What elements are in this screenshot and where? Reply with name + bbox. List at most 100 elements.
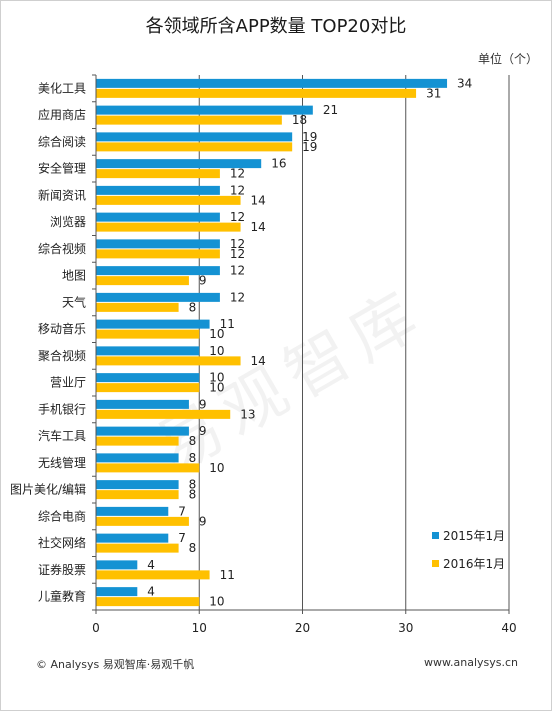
data-label: 12 bbox=[230, 247, 245, 261]
data-label: 11 bbox=[220, 568, 235, 582]
category-label: 证券股票 bbox=[38, 562, 86, 577]
data-label: 4 bbox=[147, 585, 155, 599]
category-label: 美化工具 bbox=[38, 81, 86, 95]
data-label: 12 bbox=[230, 237, 245, 251]
data-label: 19 bbox=[302, 130, 317, 144]
data-label: 14 bbox=[251, 193, 266, 207]
bar bbox=[96, 115, 282, 125]
data-label: 10 bbox=[209, 595, 224, 609]
data-label: 10 bbox=[209, 461, 224, 475]
category-label: 营业厅 bbox=[50, 376, 86, 390]
chart-title: 各领域所含APP数量 TOP20对比 bbox=[145, 16, 407, 37]
bar bbox=[96, 105, 313, 115]
category-label: 无线管理 bbox=[38, 455, 86, 470]
x-tick-label: 40 bbox=[501, 621, 516, 635]
bar bbox=[96, 276, 189, 286]
bar bbox=[96, 506, 169, 516]
bar bbox=[96, 409, 231, 419]
bar bbox=[96, 346, 200, 356]
bar bbox=[96, 356, 241, 366]
legend-swatch bbox=[432, 532, 439, 539]
x-tick-label: 20 bbox=[295, 621, 310, 635]
data-label: 13 bbox=[240, 407, 255, 421]
data-label: 8 bbox=[189, 488, 197, 502]
bar bbox=[96, 453, 179, 463]
category-label: 手机银行 bbox=[38, 402, 86, 416]
category-label: 图片美化/编辑 bbox=[10, 482, 86, 497]
bar bbox=[96, 543, 179, 553]
data-label: 34 bbox=[457, 76, 472, 90]
x-tick-label: 10 bbox=[192, 621, 207, 635]
axis-layer: 0 10 20 30 40 bbox=[92, 74, 517, 635]
bar bbox=[96, 292, 220, 302]
category-label: 汽车工具 bbox=[38, 428, 86, 443]
data-label: 14 bbox=[251, 220, 266, 234]
bar bbox=[96, 490, 179, 500]
category-label: 浏览器 bbox=[50, 214, 86, 229]
bar bbox=[96, 329, 200, 339]
category-label: 综合视频 bbox=[38, 241, 86, 256]
data-label: 8 bbox=[189, 300, 197, 314]
bar bbox=[96, 132, 293, 142]
data-label: 9 bbox=[199, 397, 207, 411]
data-label: 10 bbox=[209, 327, 224, 341]
category-label: 儿童教育 bbox=[38, 589, 86, 604]
data-label: 10 bbox=[209, 344, 224, 358]
footer-copyright: © Analysys 易观智库·易观千帆 bbox=[36, 658, 195, 671]
bar bbox=[96, 560, 138, 570]
bar bbox=[96, 159, 262, 169]
x-tick-label: 0 bbox=[92, 621, 100, 635]
data-label: 4 bbox=[147, 558, 155, 572]
data-label: 7 bbox=[178, 531, 186, 545]
bar bbox=[96, 319, 210, 329]
category-label: 综合阅读 bbox=[38, 134, 86, 149]
bar bbox=[96, 212, 220, 222]
bar bbox=[96, 373, 200, 383]
category-label: 地图 bbox=[62, 269, 86, 283]
data-label: 8 bbox=[189, 434, 197, 448]
data-label: 10 bbox=[209, 371, 224, 385]
data-label: 14 bbox=[251, 354, 266, 368]
bar bbox=[96, 185, 220, 195]
bar bbox=[96, 249, 220, 259]
data-label: 9 bbox=[199, 274, 207, 288]
bars-layer bbox=[96, 78, 448, 607]
data-label: 8 bbox=[189, 541, 197, 555]
data-label: 7 bbox=[178, 504, 186, 518]
data-label: 10 bbox=[209, 381, 224, 395]
bar bbox=[96, 222, 241, 232]
bar bbox=[96, 570, 210, 580]
bar bbox=[96, 597, 200, 607]
data-label: 21 bbox=[323, 103, 338, 117]
category-label: 综合电商 bbox=[38, 508, 86, 523]
data-label: 9 bbox=[199, 514, 207, 528]
data-label: 12 bbox=[230, 183, 245, 197]
data-label: 12 bbox=[230, 264, 245, 278]
bar bbox=[96, 78, 448, 88]
data-label: 9 bbox=[199, 424, 207, 438]
legend-label: 2015年1月 bbox=[443, 529, 505, 543]
footer-url: www.analysys.cn bbox=[424, 656, 518, 669]
category-label: 社交网络 bbox=[38, 535, 86, 550]
category-label: 天气 bbox=[62, 294, 86, 309]
data-label: 12 bbox=[230, 167, 245, 181]
bar bbox=[96, 302, 179, 312]
category-label: 聚合视频 bbox=[38, 348, 86, 363]
bar bbox=[96, 142, 293, 152]
data-label: 12 bbox=[230, 210, 245, 224]
data-label: 31 bbox=[426, 86, 441, 100]
bar bbox=[96, 516, 189, 526]
bar bbox=[96, 533, 169, 543]
bar bbox=[96, 480, 179, 490]
bar bbox=[96, 239, 220, 249]
x-tick-label: 30 bbox=[398, 621, 413, 635]
bar bbox=[96, 399, 189, 409]
bar bbox=[96, 587, 138, 597]
bar bbox=[96, 195, 241, 205]
category-label: 应用商店 bbox=[38, 107, 86, 122]
legend-swatch bbox=[432, 560, 439, 567]
bar bbox=[96, 383, 200, 393]
category-label: 新闻资讯 bbox=[38, 187, 86, 202]
